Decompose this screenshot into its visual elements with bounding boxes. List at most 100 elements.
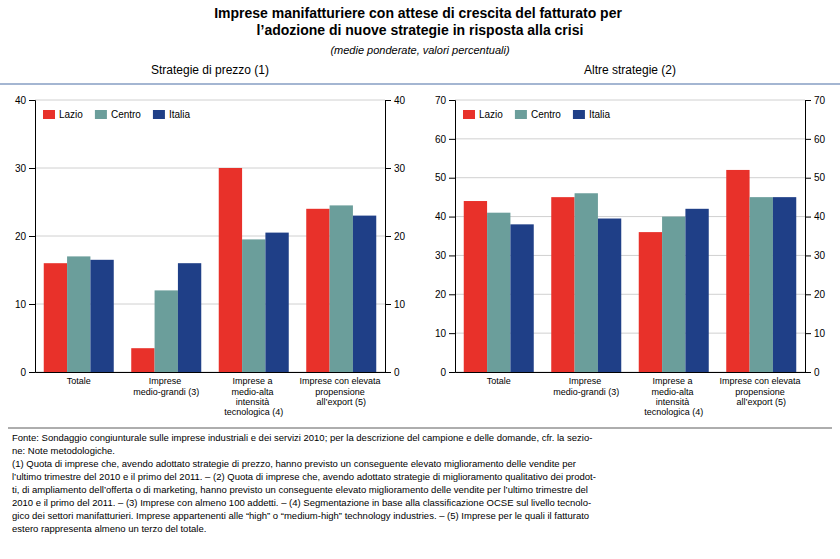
tick-mark bbox=[29, 372, 35, 373]
tick-mark bbox=[385, 236, 391, 237]
tick-label: 30 bbox=[814, 250, 826, 261]
tick-label: 10 bbox=[435, 328, 447, 339]
bar bbox=[265, 233, 288, 372]
header-rule bbox=[0, 83, 840, 84]
tick-label-line: medio-grandi (3) bbox=[133, 387, 199, 397]
tick-label: Imprese a medio-alta intensità tecnologi… bbox=[644, 376, 703, 417]
footnote: Fonte: Sondaggio congiunturale sulle imp… bbox=[12, 432, 592, 443]
y-axis-mirror: 010203040506070 bbox=[805, 95, 826, 378]
tick-mark bbox=[805, 178, 811, 179]
bar-series bbox=[464, 170, 750, 372]
bar bbox=[685, 209, 708, 372]
legend-label: Centro bbox=[531, 109, 561, 120]
tick: 20 bbox=[385, 231, 406, 242]
bar bbox=[510, 224, 533, 372]
axis-domain bbox=[456, 372, 806, 373]
tick-label-line: medio-alta bbox=[651, 387, 696, 397]
tick-label: 10 bbox=[394, 299, 406, 310]
bar bbox=[662, 217, 685, 372]
tick: 70 bbox=[435, 95, 455, 106]
grid-line bbox=[455, 177, 805, 178]
tick-label-line: Imprese a bbox=[232, 376, 275, 386]
tick-label-line: all’export (5) bbox=[316, 397, 366, 407]
tick-label: 70 bbox=[814, 95, 826, 106]
bar-series bbox=[67, 205, 353, 372]
tick-mark bbox=[29, 100, 35, 101]
chart: 010203040506070010203040506070TotaleImpr… bbox=[435, 95, 826, 418]
footnote: (1) Quota di imprese che, avendo adottat… bbox=[12, 458, 576, 469]
tick-mark bbox=[449, 372, 455, 373]
bar bbox=[750, 197, 773, 372]
legend-item: Italia bbox=[573, 109, 611, 120]
tick-label-line: intensità bbox=[236, 397, 272, 407]
tick: 40 bbox=[385, 95, 406, 106]
chart-title: Strategie di prezzo (1) bbox=[151, 63, 269, 77]
tick-label-line: Imprese bbox=[149, 376, 184, 386]
tick-label-line: all’export (5) bbox=[736, 397, 786, 407]
tick-label: 20 bbox=[435, 289, 447, 300]
tick-mark bbox=[385, 372, 391, 373]
tick-label-line: Totale bbox=[67, 376, 91, 386]
legend: Lazio Centro Italia bbox=[463, 109, 610, 120]
tick-label: 10 bbox=[814, 328, 826, 339]
tick-label-line: Imprese a bbox=[652, 376, 695, 386]
tick: Imprese con elevata propensione all’expo… bbox=[299, 372, 383, 407]
tick: 0 bbox=[20, 367, 35, 378]
tick-label: 30 bbox=[394, 163, 406, 174]
tick: 40 bbox=[15, 95, 35, 106]
tick-label-line: propensione bbox=[315, 387, 367, 397]
legend-item: Centro bbox=[515, 109, 561, 120]
tick-mark bbox=[449, 100, 455, 101]
tick-mark bbox=[449, 178, 455, 179]
tick-mark bbox=[805, 100, 811, 101]
legend-item: Lazio bbox=[43, 109, 83, 120]
tick-label-line: tecnologica (4) bbox=[224, 407, 283, 417]
legend-item: Lazio bbox=[463, 109, 503, 120]
tick-label: 20 bbox=[814, 289, 826, 300]
tick-mark bbox=[805, 294, 811, 295]
axis-domain bbox=[386, 101, 392, 373]
legend-label: Lazio bbox=[59, 109, 83, 120]
chart: 010203040010203040TotaleImprese medio-gr… bbox=[15, 95, 406, 418]
legend-swatch bbox=[95, 110, 107, 119]
footnote-rule bbox=[8, 428, 832, 429]
tick: 70 bbox=[805, 95, 826, 106]
title-line: Imprese manifatturiere con attese di cre… bbox=[214, 5, 626, 21]
tick-label: 40 bbox=[15, 95, 27, 106]
tick-mark bbox=[805, 333, 811, 334]
legend-swatch bbox=[153, 110, 165, 119]
tick-label: 40 bbox=[435, 211, 447, 222]
bar-series bbox=[90, 216, 376, 372]
legend-label: Italia bbox=[169, 109, 191, 120]
legend-label: Italia bbox=[589, 109, 611, 120]
bar bbox=[639, 232, 662, 372]
tick: 40 bbox=[805, 211, 826, 222]
footnote: l’ultimo trimestre del 2010 e il primo d… bbox=[12, 471, 596, 482]
chart-title: Altre strategie (2) bbox=[584, 63, 676, 77]
y-axis-mirror: 0 10 20 30 40 bbox=[385, 95, 406, 378]
tick-label: 0 bbox=[394, 367, 400, 378]
tick: Imprese a medio-alta intensità tecnologi… bbox=[644, 372, 703, 417]
bar bbox=[306, 209, 329, 372]
bar bbox=[44, 263, 67, 372]
tick: 40 bbox=[435, 211, 455, 222]
tick-mark bbox=[805, 255, 811, 256]
bar bbox=[178, 263, 201, 372]
tick-mark bbox=[449, 255, 455, 256]
tick: 50 bbox=[435, 172, 455, 183]
tick-mark bbox=[805, 139, 811, 140]
axis-domain bbox=[449, 101, 456, 373]
tick-label-line: Imprese bbox=[569, 376, 604, 386]
bar bbox=[90, 260, 113, 372]
tick-label: 50 bbox=[814, 172, 826, 183]
tick: 10 bbox=[805, 328, 826, 339]
y-axis: 010203040 bbox=[15, 95, 36, 378]
tick: 30 bbox=[435, 250, 455, 261]
tick-label-line: Totale bbox=[487, 376, 511, 386]
tick-mark bbox=[385, 168, 391, 169]
tick-label: Imprese a medio-alta intensità tecnologi… bbox=[224, 376, 283, 417]
tick-label: 0 bbox=[814, 367, 820, 378]
tick: 30 bbox=[385, 163, 406, 174]
tick-label: 30 bbox=[15, 163, 27, 174]
tick: 20 bbox=[805, 289, 826, 300]
